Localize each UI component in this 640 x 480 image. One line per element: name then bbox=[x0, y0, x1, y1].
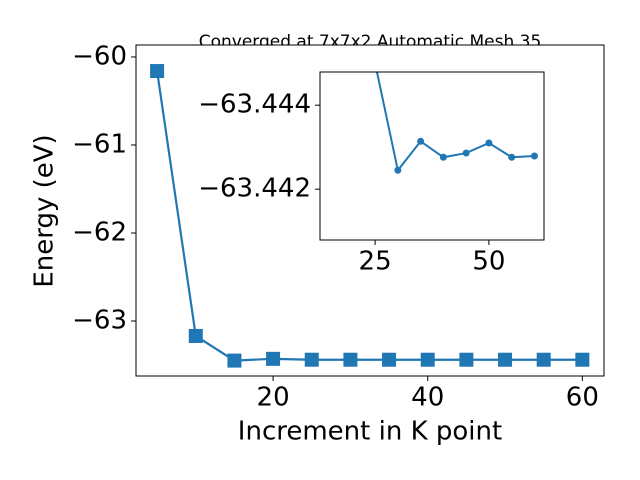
x-tick-label: 40 bbox=[411, 383, 444, 413]
y-tick-label: −60 bbox=[72, 41, 127, 71]
marker bbox=[575, 352, 590, 367]
marker bbox=[188, 328, 203, 343]
marker bbox=[462, 149, 470, 157]
y-axis-label: Energy (eV) bbox=[30, 134, 60, 287]
marker bbox=[227, 353, 242, 368]
marker bbox=[420, 352, 435, 367]
marker bbox=[459, 352, 474, 367]
marker bbox=[394, 166, 402, 174]
axes-frame bbox=[319, 71, 545, 241]
series-line bbox=[375, 72, 535, 173]
marker bbox=[536, 352, 551, 367]
marker bbox=[485, 139, 493, 147]
x-tick-label: 25 bbox=[359, 247, 392, 277]
marker bbox=[498, 352, 513, 367]
x-axis-label: Increment in K point bbox=[238, 417, 502, 447]
marker bbox=[382, 352, 397, 367]
marker bbox=[417, 137, 425, 145]
axes-frame bbox=[135, 44, 605, 377]
marker bbox=[530, 152, 538, 160]
series bbox=[150, 64, 590, 368]
x-tick-label: 20 bbox=[257, 383, 290, 413]
y-tick-label: −63 bbox=[72, 305, 127, 335]
x-tick-label: 60 bbox=[566, 383, 599, 413]
marker bbox=[508, 153, 516, 161]
marker bbox=[266, 351, 281, 366]
y-tick-label: −61 bbox=[72, 129, 127, 159]
marker bbox=[304, 352, 319, 367]
plot-area bbox=[320, 72, 544, 240]
marker bbox=[439, 153, 447, 161]
x-tick-label: 50 bbox=[472, 247, 505, 277]
y-tick-label: −63.444 bbox=[198, 90, 311, 120]
y-tick-label: −62 bbox=[72, 217, 127, 247]
y-tick-label: −63.442 bbox=[198, 174, 311, 204]
marker bbox=[150, 64, 165, 79]
marker bbox=[343, 352, 358, 367]
series bbox=[375, 72, 538, 174]
